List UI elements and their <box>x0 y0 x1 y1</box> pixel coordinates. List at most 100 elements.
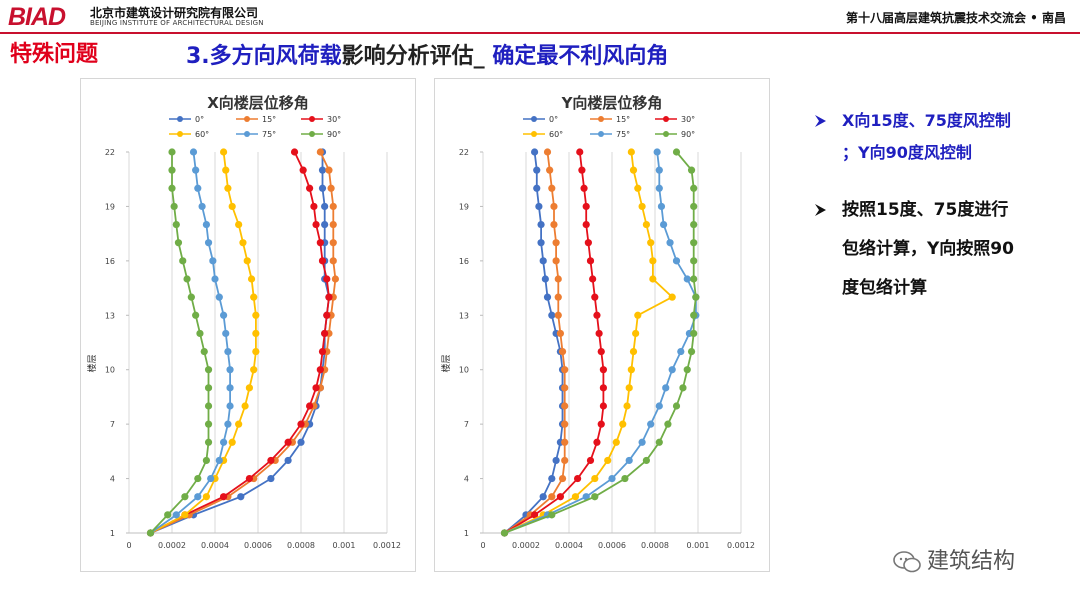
data-point <box>202 493 210 501</box>
data-point <box>558 474 567 483</box>
legend-label: 30° <box>681 115 695 124</box>
y-tick-label: 4 <box>110 475 115 484</box>
data-point <box>625 456 633 465</box>
organization-name-en: BEIJING INSTITUTE OF ARCHITECTURAL DESIG… <box>90 19 264 27</box>
data-point <box>623 402 631 410</box>
y-tick-label: 19 <box>459 202 469 211</box>
data-point <box>204 384 213 392</box>
data-point <box>690 184 698 192</box>
data-point <box>597 347 605 356</box>
x-tick-label: 0.0002 <box>158 541 186 550</box>
data-point <box>543 148 552 156</box>
data-point <box>245 474 253 483</box>
bullet-2-line2: 包络计算，Y向按照90 <box>842 239 1014 259</box>
data-point <box>329 239 337 247</box>
legend-label: 30° <box>327 115 341 124</box>
data-point <box>548 474 556 483</box>
legend-marker <box>598 131 604 137</box>
data-point <box>548 511 556 519</box>
data-point <box>571 493 580 501</box>
data-point <box>220 438 228 446</box>
data-point <box>220 311 228 319</box>
data-point <box>638 202 646 211</box>
x-tick-label: 0.0002 <box>512 541 540 550</box>
data-point <box>552 239 560 247</box>
data-point <box>632 329 640 338</box>
x-tick-label: 0.0006 <box>598 541 626 550</box>
data-point <box>660 220 668 229</box>
y-tick-label: 13 <box>459 311 469 320</box>
data-point <box>252 311 260 319</box>
data-point <box>690 329 698 338</box>
data-point <box>179 257 187 265</box>
wechat-icon <box>893 551 921 573</box>
data-point <box>548 493 556 501</box>
data-point <box>599 366 607 374</box>
bullet-1-line1: X向15度、75度风控制 <box>842 111 1011 130</box>
legend-label: 15° <box>616 115 630 124</box>
data-point <box>220 148 228 156</box>
data-point <box>599 384 607 392</box>
data-point <box>655 166 663 174</box>
data-point <box>690 257 698 265</box>
data-point <box>533 166 541 174</box>
data-point <box>593 311 601 319</box>
data-point <box>657 202 666 211</box>
data-point <box>634 311 642 319</box>
data-point <box>638 438 646 446</box>
data-point <box>677 347 685 356</box>
data-point <box>531 148 539 156</box>
y-tick-label: 10 <box>105 366 115 375</box>
data-point <box>672 257 681 265</box>
data-point <box>297 438 305 446</box>
data-point <box>629 166 638 174</box>
data-point <box>267 456 275 465</box>
data-point <box>690 239 698 247</box>
data-point <box>204 420 213 428</box>
data-point <box>331 275 339 283</box>
data-point <box>642 456 650 465</box>
data-point <box>554 293 562 301</box>
y-tick-label: 19 <box>105 202 115 211</box>
data-point <box>655 184 663 192</box>
data-point <box>194 474 202 483</box>
data-point <box>537 239 545 247</box>
data-point <box>267 474 275 483</box>
data-point <box>649 257 657 265</box>
data-point <box>561 366 569 374</box>
data-point <box>543 293 552 301</box>
data-point <box>284 438 292 446</box>
data-point <box>591 493 599 501</box>
data-point <box>668 293 676 301</box>
y-tick-label: 22 <box>105 148 115 157</box>
data-point <box>211 275 219 283</box>
data-point <box>561 420 569 428</box>
data-point <box>243 257 251 265</box>
slide-title-part3: 确定最不利风向角 <box>492 44 669 69</box>
data-point <box>612 438 620 446</box>
data-point <box>174 239 183 247</box>
data-point <box>627 366 635 374</box>
legend-marker <box>244 131 250 137</box>
data-point <box>228 438 236 446</box>
data-point <box>325 293 333 301</box>
data-point <box>329 202 337 211</box>
data-point <box>537 220 545 229</box>
data-point <box>168 166 176 174</box>
x-tick-label: 0.0012 <box>373 541 401 550</box>
data-point <box>558 347 567 356</box>
y-tick-label: 16 <box>459 257 469 266</box>
legend-marker <box>244 116 250 122</box>
y-tick-label: 16 <box>105 257 115 266</box>
data-point <box>194 184 202 192</box>
data-point <box>554 311 562 319</box>
data-point <box>215 293 223 301</box>
data-point <box>325 166 333 174</box>
legend-label: 60° <box>549 130 563 139</box>
data-point <box>306 402 314 410</box>
data-point <box>599 402 607 410</box>
data-point <box>554 275 562 283</box>
data-point <box>196 329 204 338</box>
data-point <box>226 384 234 392</box>
